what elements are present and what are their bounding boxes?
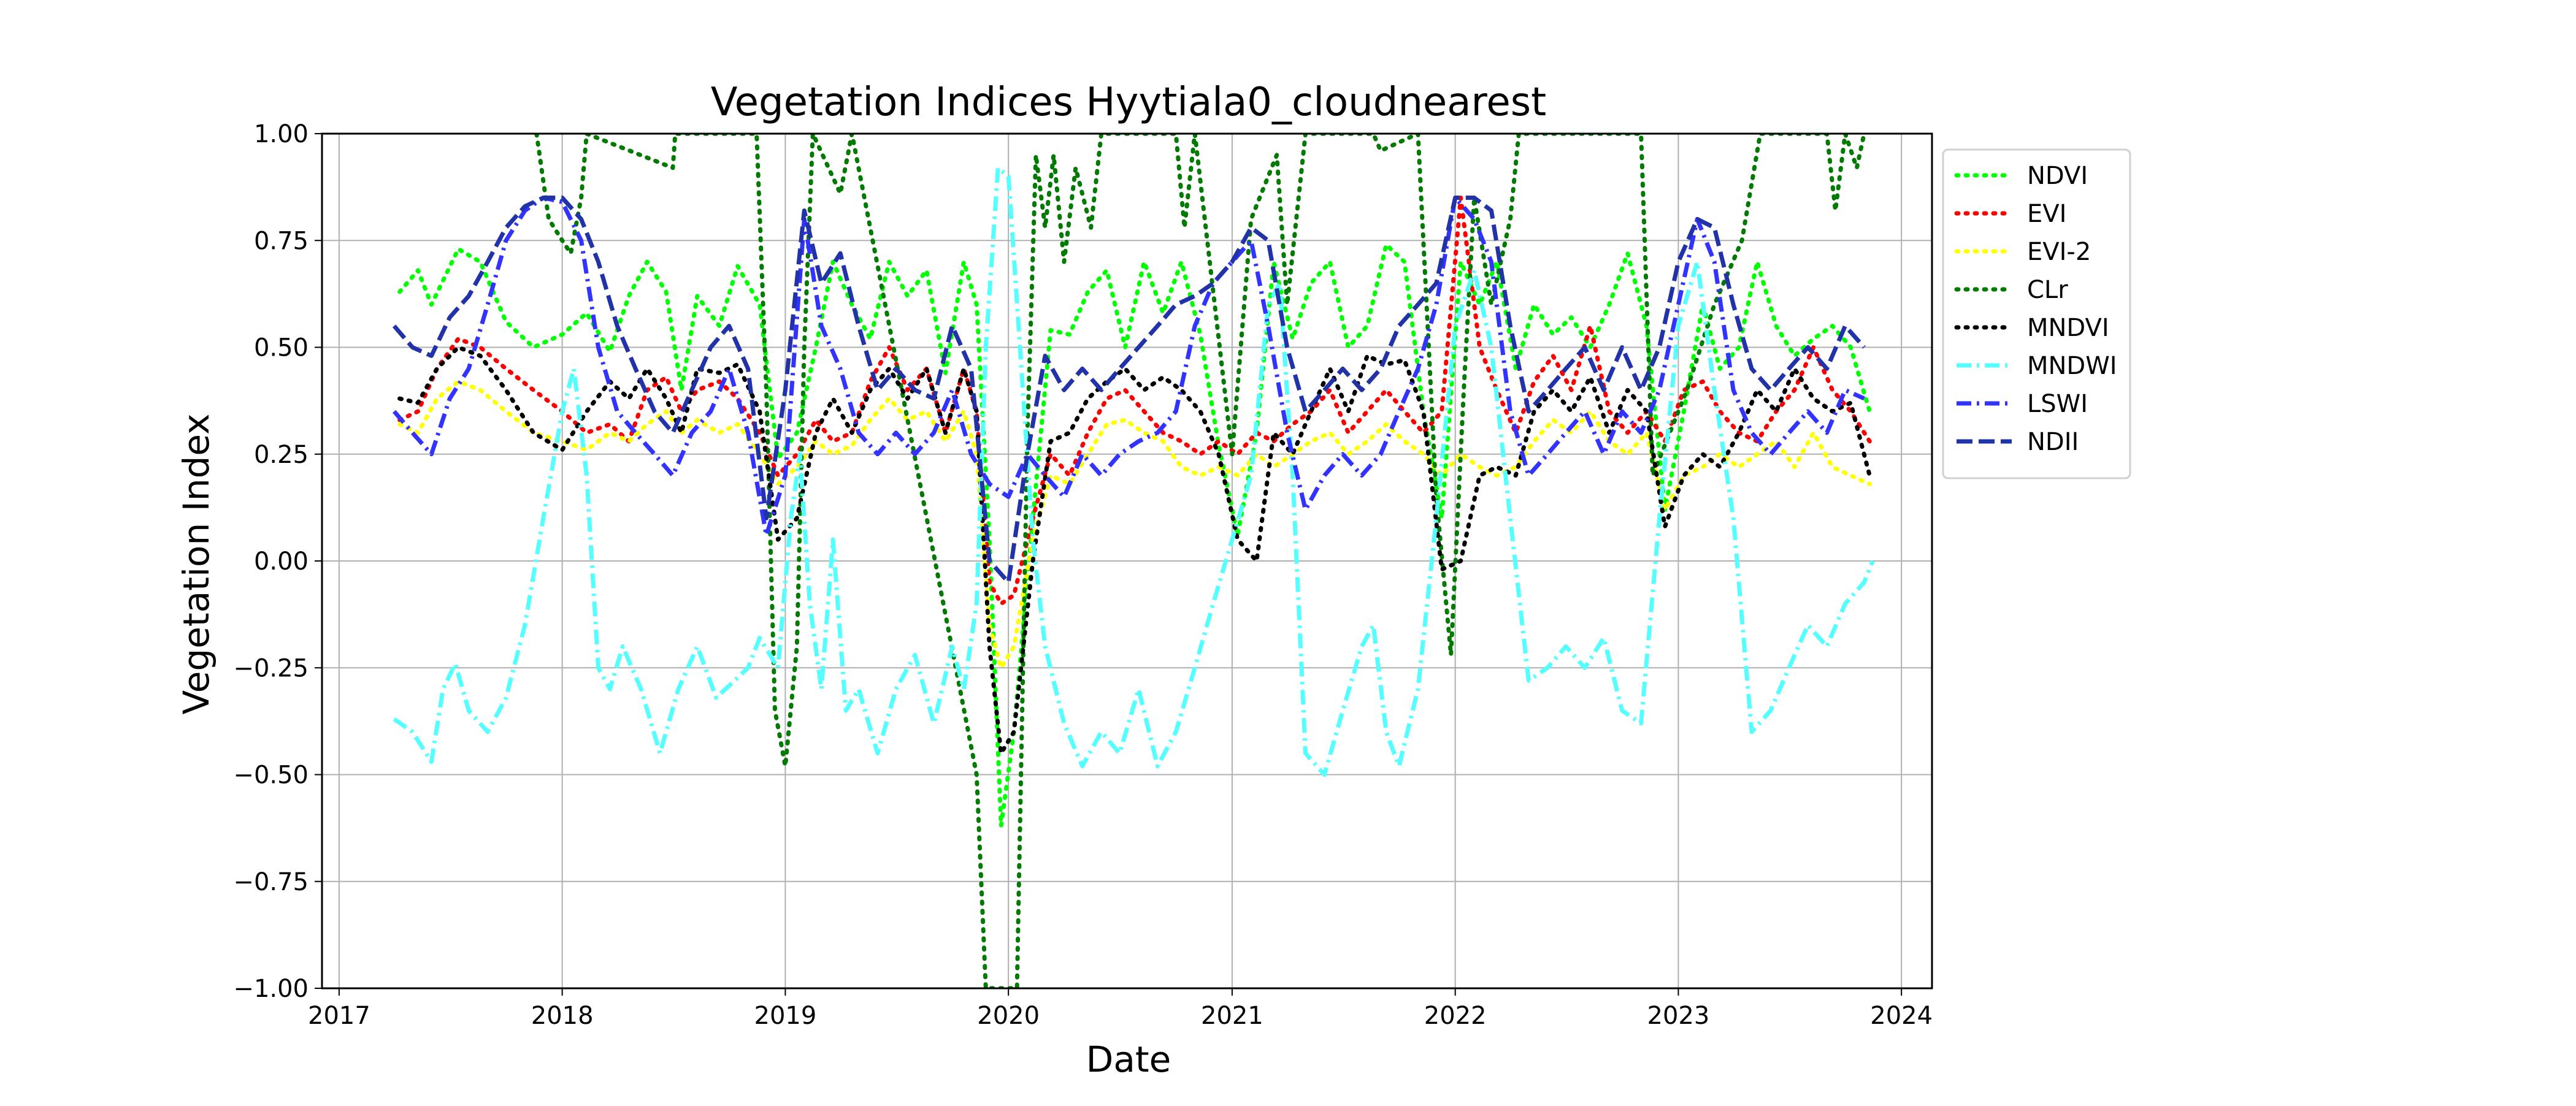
legend-entry-clr: CLr (1954, 276, 2068, 304)
y-tick-label-neg1: −1.00 (233, 975, 309, 1003)
series-line-ndii (392, 196, 1866, 585)
y-axis-label: Vegetation Index (175, 414, 217, 715)
y-tick-label-0: 0.00 (254, 547, 309, 576)
y-tick-label-neg0_5: −0.50 (233, 761, 309, 790)
series-line-mndvi (397, 345, 1872, 756)
x-axis-label: Date (1086, 1039, 1171, 1080)
legend-label-evi-2: EVI-2 (2027, 238, 2091, 266)
legend: NDVI EVI EVI-2 CLr MNDVI MNDWI LSWI NDII (1942, 148, 2131, 479)
legend-entry-mndvi: MNDVI (1954, 314, 2109, 342)
series-layer (392, 134, 1875, 988)
chart-title: Vegetation Indices Hyytiala0_cloudneares… (711, 80, 1546, 125)
x-tick-label-2022: 2022 (1424, 1002, 1487, 1030)
y-tick-label-0_25: 0.25 (254, 441, 309, 469)
x-tick-label-2023: 2023 (1647, 1002, 1710, 1030)
legend-label-lswi: LSWI (2027, 390, 2088, 418)
ticks-layer: 2017 2018 2019 2020 2021 2022 2023 2024 −1.00 −0.… (233, 120, 1933, 1030)
x-tick-label-2019: 2019 (754, 1002, 817, 1030)
x-tick-label-2021: 2021 (1201, 1002, 1263, 1030)
y-tick-label-neg0_75: −0.75 (233, 868, 309, 896)
x-tick-label-2018: 2018 (531, 1002, 594, 1030)
legend-box (1942, 148, 2131, 479)
legend-entry-lswi: LSWI (1957, 390, 2088, 418)
y-tick-label-0_75: 0.75 (254, 227, 309, 255)
legend-label-ndvi: NDVI (2027, 162, 2088, 190)
legend-entry-mndwi: MNDWI (1957, 352, 2117, 380)
series-line-mndwi (393, 166, 1875, 777)
x-tick-label-2020: 2020 (977, 1002, 1040, 1030)
series-line-evi (397, 196, 1872, 606)
y-tick-label-0_5: 0.50 (254, 334, 309, 362)
series-line-evi-2 (397, 379, 1872, 670)
legend-entry-ndvi: NDVI (1954, 162, 2088, 190)
series-line-ndvi (397, 242, 1872, 828)
x-tick-label-2017: 2017 (308, 1002, 370, 1030)
legend-entry-evi-2: EVI-2 (1954, 238, 2091, 266)
legend-label-ndii: NDII (2027, 428, 2079, 456)
legend-label-evi: EVI (2027, 200, 2066, 228)
legend-entry-evi: EVI (1954, 200, 2066, 228)
y-tick-label-neg0_25: −0.25 (233, 654, 309, 682)
y-tick-label-1: 1.00 (254, 120, 309, 148)
grid-layer (322, 133, 1932, 989)
x-tick-label-2024: 2024 (1870, 1002, 1933, 1030)
legend-label-mndvi: MNDVI (2027, 314, 2109, 342)
legend-label-mndwi: MNDWI (2027, 352, 2117, 380)
legend-label-clr: CLr (2027, 276, 2068, 304)
legend-entry-ndii: NDII (1957, 428, 2079, 456)
